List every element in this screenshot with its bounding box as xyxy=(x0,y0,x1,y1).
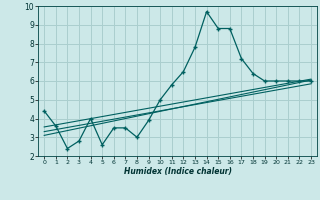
X-axis label: Humidex (Indice chaleur): Humidex (Indice chaleur) xyxy=(124,167,232,176)
